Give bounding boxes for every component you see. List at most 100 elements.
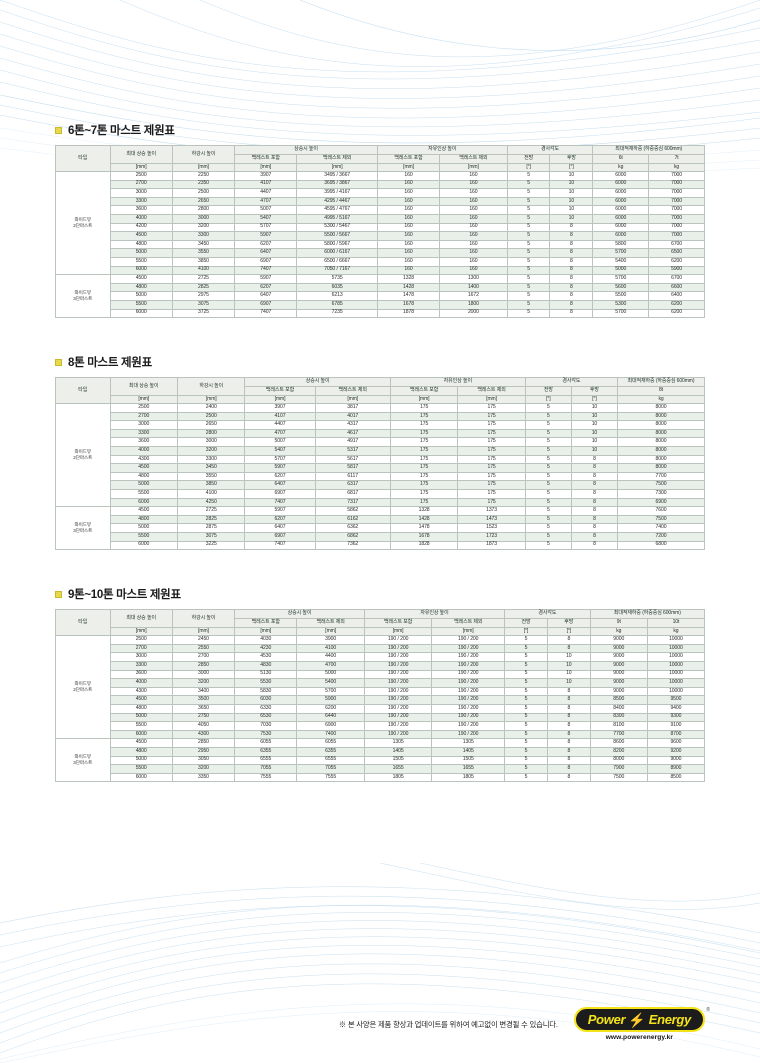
cell-c6: 5 — [524, 411, 572, 422]
cell-c5: 160 — [439, 188, 508, 198]
cell-c0: 3300 — [109, 196, 173, 207]
cell-c2: 5407 — [234, 213, 298, 224]
cell-c9: 9100 — [646, 721, 706, 731]
cell-c9: 7000 — [648, 188, 705, 198]
table-row: 5000 3050 6555 6555 1505 1505 5 8 8000 9000 — [56, 755, 706, 766]
cell-c7: 8 — [546, 764, 591, 774]
cell-c3: 6862 — [314, 532, 391, 542]
cell-c8: 9000 — [589, 652, 648, 662]
cell-c8: 8300 — [589, 712, 648, 723]
cell-c4: 190 / 200 — [363, 729, 433, 740]
cell-c0: 5500 — [109, 532, 179, 542]
cell-c6: 5 — [524, 514, 572, 525]
cell-c9: 7000 — [648, 196, 705, 207]
cell-c4: 175 — [389, 480, 459, 491]
cell-c7: 8 — [570, 497, 618, 508]
unit-tilt-forward: [°] — [506, 163, 551, 172]
cell-c2: 7530 — [234, 729, 298, 740]
cell-c3: 5700 — [296, 686, 365, 697]
cell-c4: 160 — [376, 205, 441, 215]
cell-c5: 190 / 200 — [431, 712, 506, 723]
cell-c2: 7407 — [244, 540, 316, 551]
cell-c5: 2000 — [439, 308, 508, 319]
cell-c5: 175 — [457, 420, 526, 430]
cell-c5: 1873 — [457, 540, 526, 551]
table-row: 4000 3200 5407 5317 175 175 5 10 8000 — [56, 446, 706, 456]
cell-c7: 10 — [546, 660, 591, 671]
cell-c1: 3550 — [176, 471, 246, 482]
cell-c4: 160 — [376, 196, 441, 207]
cell-c7: 8 — [549, 248, 594, 258]
cell-c6: 5 — [506, 205, 551, 215]
cell-c5: 175 — [457, 411, 526, 422]
cell-c2: 6407 — [244, 480, 316, 491]
cell-c0: 4500 — [109, 231, 173, 241]
cell-c4: 1505 — [363, 755, 433, 766]
table-row: 3000 2650 4407 4317 175 175 5 10 8000 — [56, 420, 706, 430]
cell-c6: 5 — [504, 669, 548, 680]
cell-c6: 5 — [524, 403, 572, 413]
cell-c8: 5600 — [592, 282, 650, 293]
cell-c6: 5 — [524, 420, 572, 430]
cell-c1: 2700 — [171, 652, 236, 662]
cell-c1: 2725 — [171, 274, 236, 284]
header-free-lift-group: 자유인상 높이 — [389, 377, 526, 388]
cell-c6: 5 — [504, 712, 548, 723]
cell-c4: 1328 — [389, 506, 459, 516]
cell-c9: 5900 — [648, 265, 705, 276]
cell-c8: 5800 — [592, 239, 650, 250]
header-max-lift-height: 최대 상승 높이 — [109, 609, 173, 629]
cell-c2: 5007 — [244, 437, 316, 448]
cell-c8: 8400 — [589, 703, 648, 714]
cell-c3: 7362 — [314, 540, 391, 551]
cell-c0: 2500 — [109, 635, 173, 645]
cell-c4: 1478 — [376, 291, 441, 301]
cell-c0: 4800 — [109, 703, 173, 714]
cell-c3: 3495 / 3667 — [296, 171, 378, 181]
header-capacity-group: 최대적재하중 (하중중심 600mm) — [616, 377, 706, 388]
cell-c6: 5 — [504, 660, 548, 671]
table-row: 6000 4300 7530 7400 190 / 200 190 / 200 5 8 7700… — [56, 729, 706, 740]
cell-c2: 6030 — [234, 695, 298, 705]
header-type: 타입 — [55, 609, 111, 637]
cell-c4: 175 — [389, 489, 459, 499]
cell-c2: 4530 — [234, 652, 298, 662]
cell-c4: 1828 — [389, 540, 459, 551]
cell-c5: 175 — [457, 446, 526, 456]
unit-tilt-forward: [°] — [524, 395, 572, 405]
cell-c3: 5862 — [314, 506, 391, 516]
cell-c1: 3050 — [171, 755, 236, 766]
cell-c4: 160 — [376, 256, 441, 267]
cell-c9: 7000 — [648, 222, 705, 233]
cell-c0: 5000 — [109, 523, 179, 533]
cell-c1: 3200 — [176, 446, 246, 456]
cell-c4: 190 / 200 — [363, 703, 433, 714]
logo-word-power: Power — [587, 1012, 626, 1027]
header-max-lift-height: 최대 상승 높이 — [109, 377, 179, 397]
cell-c7: 8 — [549, 256, 594, 267]
cell-c7: 8 — [549, 274, 594, 284]
cell-c9: 9300 — [646, 712, 706, 723]
cell-c8: 6000 — [592, 196, 650, 207]
header-free-lift-group: 자유인상 높이 — [363, 609, 506, 620]
cell-c5: 190 / 200 — [431, 660, 506, 671]
cell-c8: 5000 — [592, 265, 650, 276]
cell-c9: 10000 — [646, 669, 706, 680]
cell-c0: 2700 — [109, 643, 173, 654]
cell-c1: 2650 — [176, 420, 246, 430]
cell-c6: 5 — [506, 308, 551, 319]
cell-c3: 5500 / 5667 — [296, 231, 378, 241]
header-freelift-without-backrest: 백레스트 제외 — [439, 154, 508, 164]
cell-c2: 6355 — [234, 746, 298, 757]
cell-c6: 5 — [506, 299, 551, 310]
spec-table-9-10-ton: 타입 최대 상승 높이 하강시 높이 상승시 높이 자유인상 높이 경사각도 최… — [55, 609, 706, 783]
cell-c0: 6000 — [109, 772, 173, 783]
cell-c6: 5 — [504, 686, 548, 697]
cell-c7: 8 — [546, 772, 591, 783]
cell-c6: 5 — [524, 454, 572, 465]
cell-c0: 2700 — [109, 179, 173, 190]
cell-c4: 160 — [376, 188, 441, 198]
cell-c8: 8500 — [589, 695, 648, 705]
cell-c2: 5907 — [244, 506, 316, 516]
cell-c4: 190 / 200 — [363, 660, 433, 671]
